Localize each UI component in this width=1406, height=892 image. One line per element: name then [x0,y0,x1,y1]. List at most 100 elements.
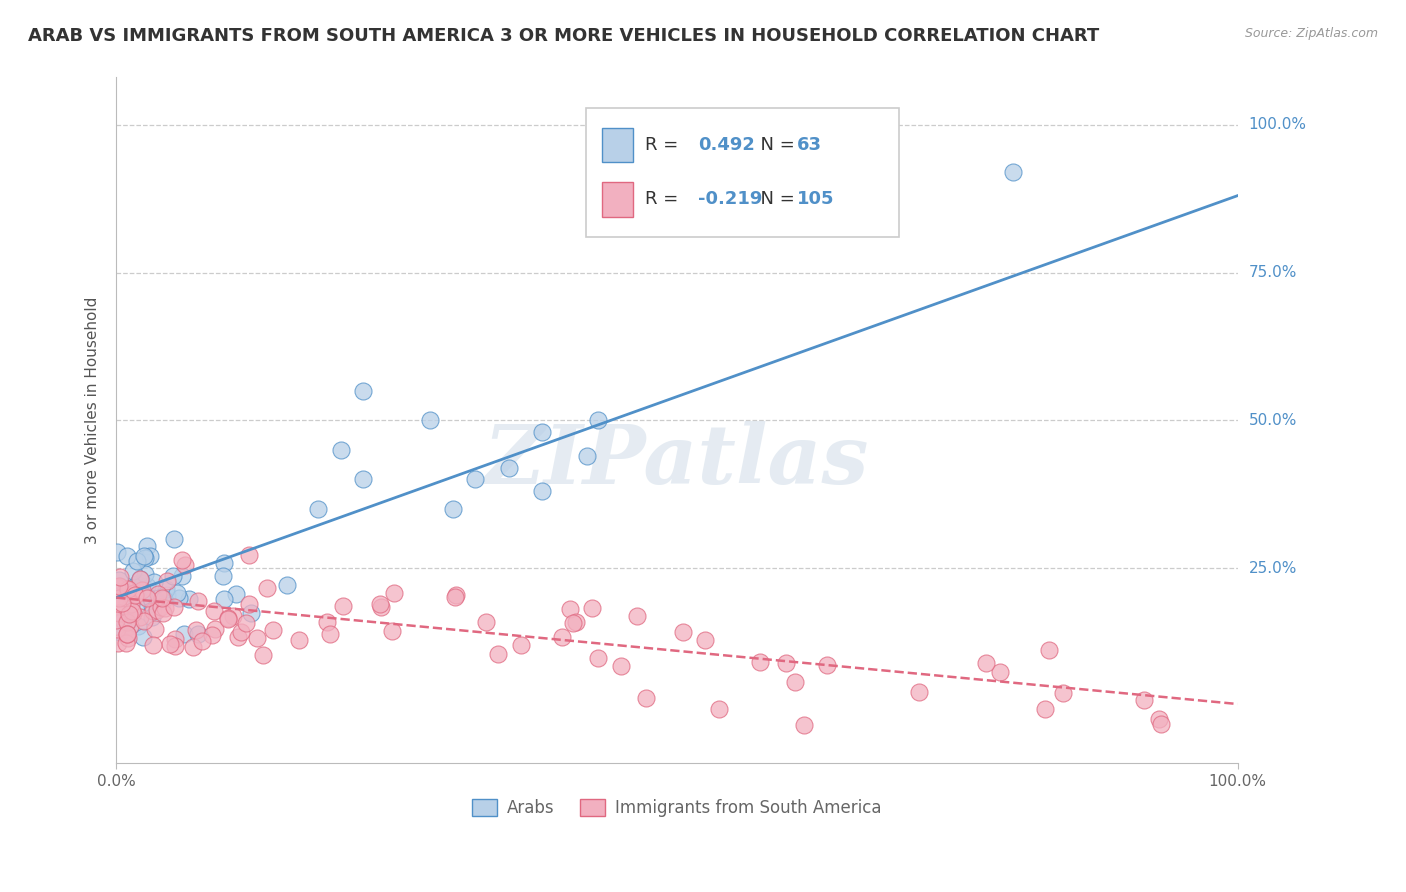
Point [152,607,174,621]
Point [134,567,156,582]
Point [184,623,207,637]
Point [134,615,156,629]
Point [127,577,149,591]
Point [1035,702,1057,716]
Point [138,549,160,564]
Point [1052,686,1074,700]
Point [136,579,159,593]
Point [107,544,129,558]
Point [186,594,208,608]
Point [145,602,167,616]
Point [212,557,235,571]
Point [1149,717,1171,731]
Point [129,572,152,586]
Point [107,636,129,650]
Point [125,599,148,613]
Point [121,587,143,601]
Text: ARAB VS IMMIGRANTS FROM SOUTH AMERICA 3 OR MORE VEHICLES IN HOUSEHOLD CORRELATIO: ARAB VS IMMIGRANTS FROM SOUTH AMERICA 3 … [28,27,1099,45]
Point [117,631,139,645]
Point [262,623,284,637]
Point [105,613,128,627]
Point [229,625,252,640]
Text: ZIPatlas: ZIPatlas [484,421,870,501]
Point [162,569,184,583]
Point [143,622,166,636]
Point [173,558,195,572]
Point [316,615,339,629]
Point [588,413,610,427]
Point [132,590,155,604]
Point [446,588,468,602]
Point [121,604,143,618]
Text: Source: ZipAtlas.com: Source: ZipAtlas.com [1244,27,1378,40]
Point [163,640,186,654]
Point [108,579,131,593]
Point [381,624,404,639]
Point [498,460,520,475]
Point [382,586,405,600]
Point [586,651,609,665]
Point [222,609,245,624]
Point [256,582,278,596]
Point [132,630,155,644]
Point [319,626,342,640]
Point [120,619,142,633]
Point [238,549,260,563]
Point [155,582,177,596]
Point [239,606,262,620]
Point [307,502,329,516]
Point [288,632,311,647]
Point [204,622,226,636]
Point [707,702,730,716]
Point [149,600,172,615]
Text: N =: N = [749,136,800,154]
Point [153,601,176,615]
Point [108,591,131,605]
Text: 0.492: 0.492 [699,136,755,154]
Point [1133,692,1156,706]
Point [115,549,138,563]
Point [134,550,156,565]
Point [576,449,599,463]
Point [228,630,250,644]
Text: 25.0%: 25.0% [1249,560,1296,575]
Point [329,442,352,457]
Point [179,592,201,607]
Point [117,613,139,627]
Point [531,484,554,499]
Point [146,594,169,608]
Point [129,572,152,586]
Point [1038,643,1060,657]
Point [163,600,186,615]
Point [252,648,274,662]
Point [136,540,159,554]
Point [143,574,166,589]
Point [117,627,139,641]
Point [122,564,145,578]
Point [118,607,141,621]
Point [107,589,129,603]
Point [150,591,173,606]
Point [125,589,148,603]
Point [108,606,131,620]
Text: 63: 63 [797,136,821,154]
Y-axis label: 3 or more Vehicles in Household: 3 or more Vehicles in Household [86,297,100,544]
Point [117,582,139,597]
Point [441,502,464,516]
Point [159,637,181,651]
Point [908,684,931,698]
Legend: Arabs, Immigrants from South America: Arabs, Immigrants from South America [465,792,889,823]
Point [486,647,509,661]
Point [115,582,138,597]
Point [976,657,998,671]
Point [108,580,131,594]
Point [148,587,170,601]
Point [107,599,129,614]
Point [561,616,583,631]
Text: R =: R = [645,191,683,209]
Point [117,627,139,641]
Point [444,591,467,605]
Point [115,636,138,650]
Point [235,616,257,631]
Point [531,425,554,439]
